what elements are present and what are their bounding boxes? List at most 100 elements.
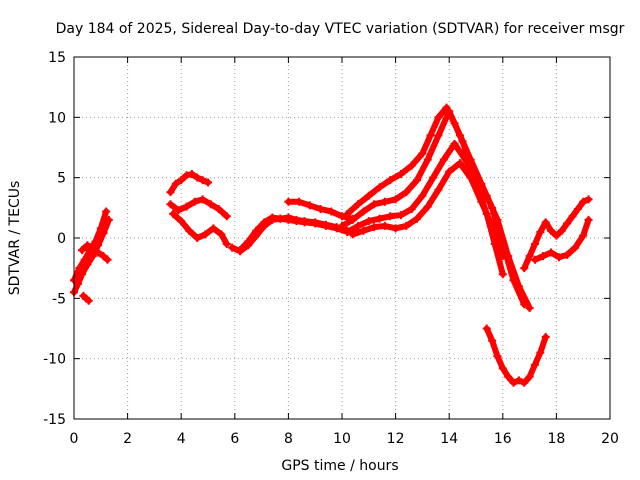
data-point (498, 364, 507, 373)
data-point (402, 221, 411, 230)
data-point (209, 224, 218, 233)
data-point (338, 221, 346, 230)
data-point (375, 183, 384, 192)
data-point (547, 226, 556, 235)
x-tick-label: 2 (123, 431, 132, 447)
data-point (407, 205, 416, 214)
data-point (530, 255, 539, 264)
data-point (370, 200, 379, 209)
x-axis-label: GPS time / hours (281, 458, 398, 474)
data-point (364, 191, 373, 200)
data-point (568, 212, 577, 221)
y-tick-label: 10 (48, 110, 66, 126)
x-tick-label: 12 (387, 431, 405, 447)
data-point (94, 241, 103, 250)
data-point (418, 191, 427, 200)
data-point (498, 270, 507, 279)
series-track-early-c (78, 241, 112, 264)
data-point (413, 176, 422, 185)
data-point (571, 243, 580, 252)
data-point (396, 170, 405, 179)
data-point (295, 197, 304, 206)
data-point (555, 253, 564, 262)
data-point (206, 200, 215, 209)
data-point (386, 212, 395, 221)
x-tick-label: 14 (440, 431, 458, 447)
data-point (579, 197, 588, 206)
x-tick-label: 0 (70, 431, 79, 447)
data-point (488, 221, 497, 230)
data-point (547, 248, 556, 257)
data-point (509, 378, 518, 387)
series-track-early-b (70, 215, 113, 297)
data-point (380, 197, 389, 206)
series-track-late-c (530, 215, 593, 264)
data-point (174, 206, 183, 215)
data-point (74, 279, 83, 288)
data-point (450, 139, 459, 148)
x-tick-label: 6 (230, 431, 239, 447)
data-point (268, 213, 277, 222)
data-point (364, 217, 373, 226)
data-point (552, 231, 561, 240)
data-point (386, 176, 395, 185)
data-point (536, 227, 545, 236)
x-tick-label: 18 (547, 431, 565, 447)
data-point (78, 246, 87, 255)
data-point (214, 205, 223, 214)
series-track-afternoon-b (338, 107, 529, 309)
data-point (343, 227, 352, 236)
data-point (557, 226, 566, 235)
data-point (418, 149, 427, 158)
y-tick-label: 5 (57, 171, 66, 187)
data-point (316, 205, 325, 214)
series-track-midday-c (284, 197, 357, 223)
data-point (83, 241, 92, 250)
y-tick-labels: 15 10 5 0 -5 -10 -15 (43, 50, 66, 428)
data-point (84, 296, 93, 305)
data-point (359, 226, 368, 235)
data-point (520, 264, 529, 273)
data-point (539, 252, 547, 261)
data-point (88, 252, 97, 261)
data-point (563, 219, 572, 228)
data-point (193, 173, 202, 182)
data-point (434, 113, 443, 122)
series-track (339, 108, 528, 308)
data-point (493, 215, 502, 224)
data-point (375, 214, 384, 223)
data-point (169, 209, 178, 218)
data-point (391, 195, 400, 204)
data-point (182, 202, 191, 211)
data-point (99, 229, 108, 238)
data-point (83, 260, 92, 269)
series-track-morning-c (169, 209, 231, 249)
x-tick-label: 10 (333, 431, 351, 447)
data-point (300, 217, 309, 226)
data-point (525, 303, 534, 312)
data-point (423, 155, 432, 164)
data-point (413, 214, 422, 223)
series-track-late-b (520, 195, 593, 273)
data-point (103, 255, 112, 264)
data-point (525, 252, 534, 261)
data-point (488, 336, 497, 345)
data-point (236, 246, 245, 255)
data-point (439, 155, 448, 164)
data-point (166, 188, 175, 197)
chart-title: Day 184 of 2025, Sidereal Day-to-day VTE… (56, 21, 625, 37)
y-tick-label: 15 (48, 50, 66, 66)
data-point (434, 131, 443, 140)
data-point (498, 252, 507, 261)
data-point (530, 360, 539, 369)
y-tick-label: -15 (43, 412, 66, 428)
data-point (260, 218, 269, 227)
y-axis-label: SDTVAR / TECUs (7, 181, 23, 296)
x-tick-label: 16 (494, 431, 512, 447)
data-point (177, 176, 186, 185)
data-point (445, 107, 454, 116)
y-tick-label: 0 (57, 231, 66, 247)
data-point (171, 179, 180, 188)
ticks (73, 56, 611, 420)
data-point (429, 173, 438, 182)
